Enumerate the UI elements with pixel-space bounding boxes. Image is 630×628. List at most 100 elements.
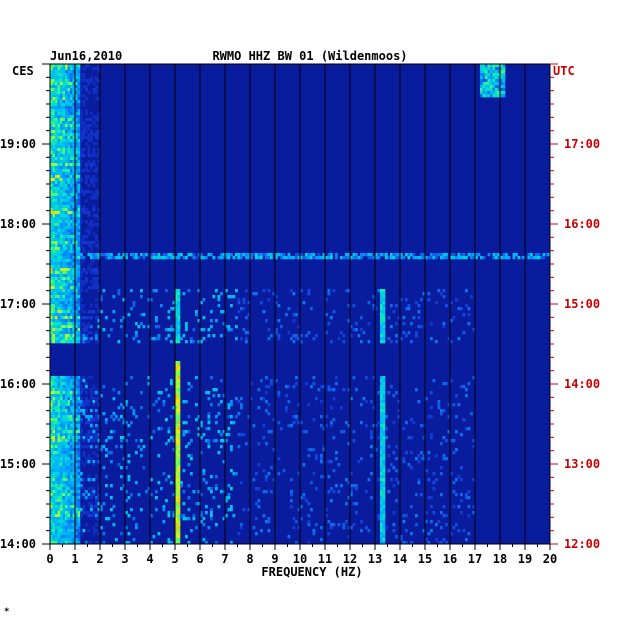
spectrogram-cell bbox=[97, 454, 101, 458]
spectrogram-cell bbox=[70, 172, 73, 176]
spectrogram-cell bbox=[122, 457, 126, 461]
spectrogram-cell bbox=[77, 109, 81, 113]
spectrogram-cell bbox=[72, 319, 76, 323]
spectrogram-cell bbox=[72, 280, 76, 284]
spectrogram-cell bbox=[52, 187, 56, 191]
spectrogram-cell bbox=[65, 508, 68, 512]
spectrogram-cell bbox=[157, 427, 161, 431]
spectrogram-cell bbox=[370, 433, 373, 437]
spectrogram-cell bbox=[52, 478, 56, 482]
spectrogram-cell bbox=[62, 532, 66, 536]
spectrogram-cell bbox=[177, 409, 181, 413]
spectrogram-cell bbox=[62, 301, 66, 305]
spectrogram-cell bbox=[427, 256, 431, 260]
spectrogram-cell bbox=[70, 103, 73, 107]
spectrogram-cell bbox=[325, 331, 328, 335]
spectrogram-cell bbox=[75, 241, 78, 245]
spectrogram-cell bbox=[70, 217, 73, 221]
spectrogram-cell bbox=[75, 166, 78, 170]
spectrogram-cell bbox=[245, 316, 248, 320]
spectrogram-cell bbox=[182, 256, 186, 260]
spectrogram-cell bbox=[50, 73, 53, 77]
spectrogram-cell bbox=[482, 64, 486, 68]
spectrogram-cell bbox=[372, 406, 376, 410]
spectrogram-cell bbox=[70, 298, 73, 302]
spectrogram-cell bbox=[67, 400, 71, 404]
spectrogram-cell bbox=[222, 256, 226, 260]
spectrogram-cell bbox=[430, 520, 433, 524]
spectrogram-cell bbox=[67, 481, 71, 485]
spectrogram-cell bbox=[85, 130, 88, 134]
spectrogram-cell bbox=[170, 328, 173, 332]
spectrogram-cell bbox=[440, 253, 443, 257]
spectrogram-cell bbox=[57, 268, 61, 272]
spectrogram-cell bbox=[55, 475, 58, 479]
spectrogram-cell bbox=[500, 88, 503, 92]
spectrogram-cell bbox=[227, 508, 231, 512]
spectrogram-cell bbox=[55, 412, 58, 416]
spectrogram-cell bbox=[50, 214, 53, 218]
spectrogram-cell bbox=[70, 508, 73, 512]
spectrogram-cell bbox=[120, 325, 123, 329]
spectrogram-cell bbox=[82, 76, 86, 80]
spectrogram-cell bbox=[112, 430, 116, 434]
spectrogram-cell bbox=[177, 412, 181, 416]
spectrogram-cell bbox=[85, 445, 88, 449]
spectrogram-cell bbox=[187, 484, 191, 488]
spectrogram-cell bbox=[62, 406, 66, 410]
spectrogram-cell bbox=[57, 88, 61, 92]
spectrogram-cell bbox=[50, 385, 53, 389]
spectrogram-cell bbox=[405, 451, 408, 455]
spectrogram-cell bbox=[57, 445, 61, 449]
spectrogram-cell bbox=[50, 382, 53, 386]
spectrogram-cell bbox=[87, 91, 91, 95]
spectrogram-cell bbox=[50, 70, 53, 74]
spectrogram-cell bbox=[492, 91, 496, 95]
spectrogram-cell bbox=[452, 439, 456, 443]
x-axis-label: FREQUENCY (HZ) bbox=[261, 565, 362, 579]
spectrogram-cell bbox=[197, 253, 201, 257]
spectrogram-cell bbox=[77, 523, 81, 527]
spectrogram-cell bbox=[65, 436, 68, 440]
spectrogram-cell bbox=[50, 142, 53, 146]
spectrogram-cell bbox=[295, 337, 298, 341]
spectrogram-cell bbox=[60, 109, 63, 113]
spectrogram-cell bbox=[175, 292, 178, 296]
spectrogram-cell bbox=[67, 307, 71, 311]
spectrogram-cell bbox=[57, 223, 61, 227]
spectrogram-cell bbox=[60, 328, 63, 332]
spectrogram-cell bbox=[60, 100, 63, 104]
spectrogram-cell bbox=[77, 190, 81, 194]
spectrogram-cell bbox=[317, 253, 321, 257]
spectrogram-cell bbox=[75, 142, 78, 146]
spectrogram-cell bbox=[62, 238, 66, 242]
spectrogram-cell bbox=[75, 127, 78, 131]
spectrogram-cell bbox=[215, 319, 218, 323]
spectrogram-cell bbox=[105, 316, 108, 320]
spectrogram-cell bbox=[85, 421, 88, 425]
spectrogram-cell bbox=[55, 160, 58, 164]
spectrogram-cell bbox=[480, 94, 483, 98]
spectrogram-cell bbox=[72, 502, 76, 506]
spectrogram-cell bbox=[52, 463, 56, 467]
spectrogram-cell bbox=[52, 169, 56, 173]
spectrogram-cell bbox=[207, 421, 211, 425]
spectrogram-cell bbox=[67, 94, 71, 98]
spectrogram-cell bbox=[125, 421, 128, 425]
spectrogram-cell bbox=[75, 418, 78, 422]
spectrogram-cell bbox=[295, 256, 298, 260]
spectrogram-cell bbox=[55, 217, 58, 221]
spectrogram-cell bbox=[415, 457, 418, 461]
spectrogram-cell bbox=[57, 409, 61, 413]
spectrogram-cell bbox=[75, 289, 78, 293]
spectrogram-cell bbox=[72, 460, 76, 464]
spectrogram-cell bbox=[87, 127, 91, 131]
spectrogram-cell bbox=[62, 250, 66, 254]
spectrogram-cell bbox=[130, 289, 133, 293]
spectrogram-cell bbox=[465, 304, 468, 308]
spectrogram-cell bbox=[437, 406, 441, 410]
spectrogram-cell bbox=[62, 337, 66, 341]
spectrogram-cell bbox=[80, 121, 83, 125]
right-timezone-label: UTC bbox=[553, 64, 575, 78]
spectrogram-cell bbox=[55, 391, 58, 395]
